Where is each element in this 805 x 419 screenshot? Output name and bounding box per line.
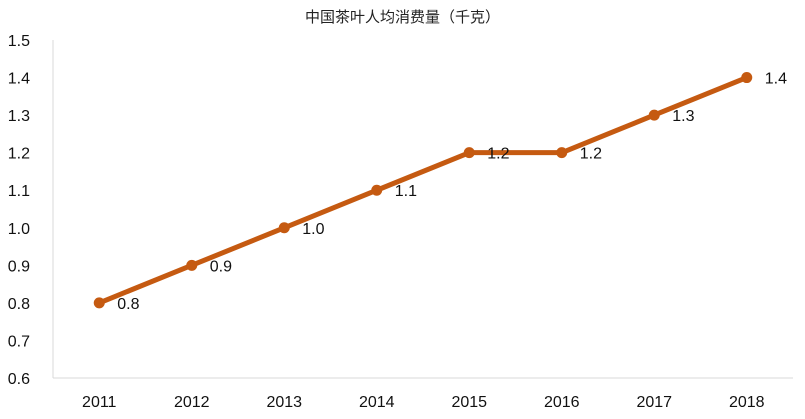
chart-title: 中国茶叶人均消费量（千克） (304, 8, 500, 26)
series-line (96, 75, 750, 306)
data-point (463, 147, 475, 159)
y-tick-label: 1.0 (8, 221, 30, 238)
data-label: 1.2 (580, 146, 602, 163)
y-tick-label: 1.3 (8, 108, 30, 125)
x-tick-label: 2016 (544, 394, 580, 411)
data-label: 1.3 (672, 108, 694, 125)
y-tick-label: 0.9 (8, 258, 30, 275)
y-tick-label: 1.1 (8, 183, 30, 200)
y-tick-label: 0.8 (8, 296, 30, 313)
x-tick-label: 2014 (359, 394, 395, 411)
data-label: 1.0 (302, 221, 324, 238)
x-tick-label: 2013 (266, 394, 302, 411)
data-point (648, 109, 660, 121)
y-tick-label: 1.2 (8, 146, 30, 163)
y-tick-label: 0.7 (8, 333, 30, 350)
data-point (93, 297, 105, 309)
y-tick-label: 1.5 (8, 33, 30, 50)
data-point (186, 259, 198, 271)
x-tick-label: 2012 (174, 394, 210, 411)
data-label: 1.1 (395, 183, 417, 200)
data-point (556, 147, 568, 159)
x-tick-label: 2011 (82, 394, 117, 411)
y-tick-label: 1.4 (8, 71, 30, 88)
y-tick-label: 0.6 (8, 371, 30, 388)
data-point (371, 184, 383, 196)
x-tick-label: 2017 (636, 394, 672, 411)
x-tick-label: 2015 (451, 394, 487, 411)
data-label: 1.2 (487, 146, 509, 163)
data-point (741, 72, 753, 84)
data-label: 0.8 (117, 296, 139, 313)
x-tick-label: 2018 (729, 394, 765, 411)
data-label: 1.4 (765, 71, 787, 88)
data-label: 0.9 (210, 258, 232, 275)
data-point (278, 222, 290, 234)
